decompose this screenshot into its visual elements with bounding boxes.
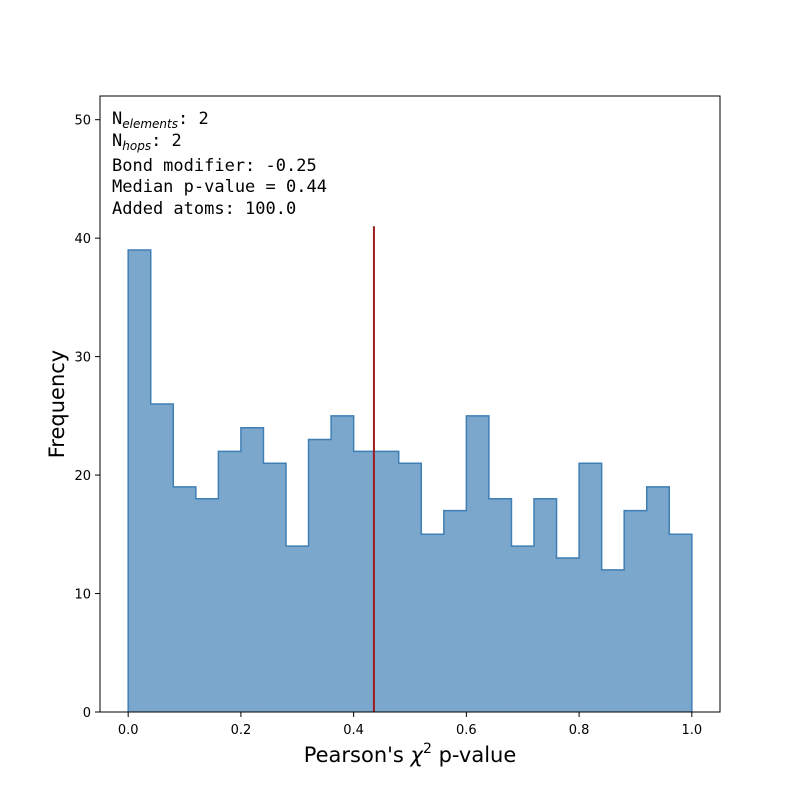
histogram-bar — [579, 463, 603, 712]
histogram-bar — [488, 498, 512, 712]
y-tick-label: 50 — [74, 114, 91, 129]
histogram-bar — [646, 486, 670, 712]
annotation-added-atoms: Added atoms: 100.0 — [112, 199, 296, 219]
histogram-bar — [128, 250, 152, 712]
histogram-bar — [669, 534, 693, 712]
y-tick-label: 20 — [74, 469, 91, 484]
histogram-bar — [556, 558, 580, 712]
y-tick-label: 30 — [74, 351, 91, 366]
x-axis-ticks: 0.0 0.2 0.4 0.6 0.8 1.0 — [118, 712, 702, 738]
histogram-bar — [624, 510, 648, 712]
y-axis-title: Frequency — [45, 350, 69, 459]
histogram-bar — [150, 404, 174, 712]
annotation-block: Nelements: 2 Nhops: 2 Bond modifier: -0.… — [112, 109, 327, 219]
histogram-bar — [376, 451, 400, 712]
histogram-bar — [421, 534, 445, 712]
histogram-bar — [218, 451, 242, 712]
annotation-median-pvalue: Median p-value = 0.44 — [112, 177, 327, 197]
histogram-bar — [286, 546, 310, 712]
histogram-bar — [534, 498, 558, 712]
histogram-bar — [240, 427, 264, 712]
histogram-bar — [173, 486, 197, 712]
annotation-n-hops: Nhops: 2 — [112, 131, 182, 153]
histogram-bar — [308, 439, 332, 712]
y-tick-label: 40 — [74, 232, 91, 247]
x-tick-label: 0.2 — [231, 723, 252, 738]
histogram-bar — [511, 546, 535, 712]
histogram-bar — [398, 463, 422, 712]
histogram-bar — [601, 569, 625, 712]
y-axis-ticks: 0 10 20 30 40 50 — [74, 114, 100, 721]
x-tick-label: 1.0 — [681, 723, 702, 738]
histogram-bars — [128, 250, 693, 712]
y-tick-label: 10 — [74, 588, 91, 603]
histogram-bar — [466, 415, 490, 712]
histogram-bar — [331, 415, 355, 712]
y-tick-label: 0 — [83, 706, 91, 721]
histogram-bar — [443, 510, 467, 712]
x-tick-label: 0.4 — [343, 723, 364, 738]
histogram-outline — [127, 249, 693, 712]
x-tick-label: 0.8 — [569, 723, 590, 738]
histogram-bar — [263, 463, 287, 712]
annotation-n-elements: Nelements: 2 — [112, 109, 209, 131]
plot-frame — [99, 95, 721, 713]
histogram-bar — [353, 451, 377, 712]
x-axis-title: Pearson's χ2 p-value — [304, 741, 517, 767]
x-tick-label: 0.0 — [118, 723, 139, 738]
annotation-bond-modifier: Bond modifier: -0.25 — [112, 156, 317, 176]
histogram-bar — [195, 498, 219, 712]
x-tick-label: 0.6 — [456, 723, 477, 738]
